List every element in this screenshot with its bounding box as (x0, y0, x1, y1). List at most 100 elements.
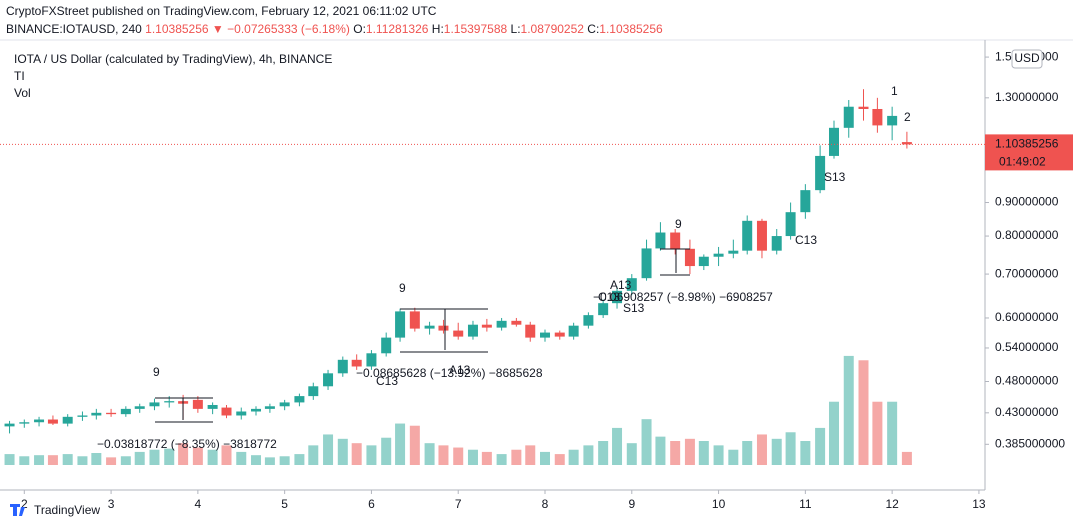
y-tick-label: 0.70000000 (995, 266, 1059, 280)
candle-body (323, 373, 334, 387)
candle-body (279, 402, 290, 407)
candle-body (264, 406, 275, 409)
candle-body (887, 115, 898, 126)
marks: 0.385000000 0.43000000 0.48000000 0.5400000… (0, 49, 1065, 511)
volume-bar (785, 432, 796, 465)
volume-bar (901, 451, 912, 465)
volume-bar (800, 441, 811, 465)
annotation: −0.03818772 (−8.35%) −3818772 (97, 437, 277, 451)
candle-body (294, 396, 305, 403)
volume-bar (438, 445, 449, 465)
volume-bar (511, 449, 522, 465)
candle-body (34, 419, 45, 423)
candle-body (525, 324, 536, 338)
countdown: 01:49:02 (999, 155, 1046, 169)
candle-body (221, 407, 232, 416)
volume-bar (19, 456, 30, 465)
candle-body (481, 324, 492, 328)
candle-body (395, 311, 406, 338)
candle-body (612, 290, 623, 304)
volume-bar (728, 449, 739, 465)
x-tick-label: 12 (885, 497, 899, 511)
volume-bar (178, 443, 189, 465)
candle-body (684, 248, 695, 267)
x-tick-label: 11 (799, 497, 812, 511)
c-label: C: (587, 22, 599, 36)
y-tick-label: 0.90000000 (995, 195, 1059, 209)
candle-body (800, 190, 811, 213)
candle-body (655, 232, 666, 249)
c: 1.10385256 (599, 22, 663, 36)
volume-bar (62, 454, 73, 465)
last: 1.10385256 (145, 22, 209, 36)
volume-bar (395, 423, 406, 465)
volume-bar (655, 436, 666, 465)
candle-body (670, 232, 681, 249)
h-label: H: (432, 22, 444, 36)
x-tick-label: 6 (368, 497, 375, 511)
annotation: C13 (376, 374, 398, 388)
x-tick-label: 9 (628, 497, 635, 511)
volume-bar (164, 448, 175, 465)
h: 1.15397588 (444, 22, 508, 36)
volume-bar (453, 447, 464, 465)
candle-body (120, 408, 131, 415)
candle-body (91, 412, 102, 416)
candle-body (728, 250, 739, 254)
candle-body (496, 320, 507, 328)
candle-body (251, 408, 262, 412)
candle-body (742, 220, 753, 251)
candle-body (409, 311, 420, 329)
volume-bar (366, 445, 377, 465)
volume-bar (4, 454, 15, 465)
y-tick-label: 0.385000000 (995, 436, 1065, 450)
volume-bar (612, 427, 623, 465)
volume-bar (887, 401, 898, 465)
price-label: 1.10385256 (995, 137, 1059, 151)
candle-body (106, 412, 117, 415)
candle-body (815, 155, 826, 191)
volume-bar (872, 401, 883, 465)
change: ▼ −0.07265333 (−6.18%) (212, 22, 350, 36)
volume-bar (467, 449, 478, 465)
candle-body (366, 353, 377, 367)
x-tick-label: 8 (542, 497, 549, 511)
candle-body (62, 416, 73, 424)
currency: USD (1014, 51, 1040, 65)
volume-bar (192, 447, 203, 465)
currency-box (1011, 49, 1043, 69)
y-tick-label: 0.43000000 (995, 405, 1059, 419)
measure-box (155, 397, 213, 423)
volume-bar (742, 441, 753, 465)
annotation: A13 (449, 363, 471, 377)
candle-body (554, 332, 565, 337)
candle-body (540, 332, 551, 338)
volume-bar (858, 360, 869, 465)
volume-bar (670, 441, 681, 465)
candle-body (872, 108, 883, 126)
candle-body (381, 337, 392, 354)
volume-bar (91, 453, 102, 465)
measure-box (400, 308, 488, 353)
annotation: C13 (795, 233, 817, 247)
candle-body (568, 325, 579, 337)
volume-bar (236, 451, 247, 465)
volume-bar (626, 443, 637, 465)
volume-bar (149, 449, 160, 465)
volume-bar (351, 443, 362, 465)
volume-bar (496, 454, 507, 465)
x-tick-label: 3 (108, 497, 115, 511)
annotation: C13 (598, 290, 620, 304)
volume-bar (481, 451, 492, 465)
volume-bar (641, 419, 652, 465)
brand: TradingView (34, 503, 100, 517)
volume-bar (684, 438, 695, 465)
candle-body (134, 406, 145, 409)
annotation: 9 (153, 365, 160, 379)
candle-body (19, 422, 30, 424)
volume-bar (424, 443, 435, 465)
volume-bar (771, 438, 782, 465)
o-label: O: (353, 22, 366, 36)
candle-body (467, 324, 478, 337)
